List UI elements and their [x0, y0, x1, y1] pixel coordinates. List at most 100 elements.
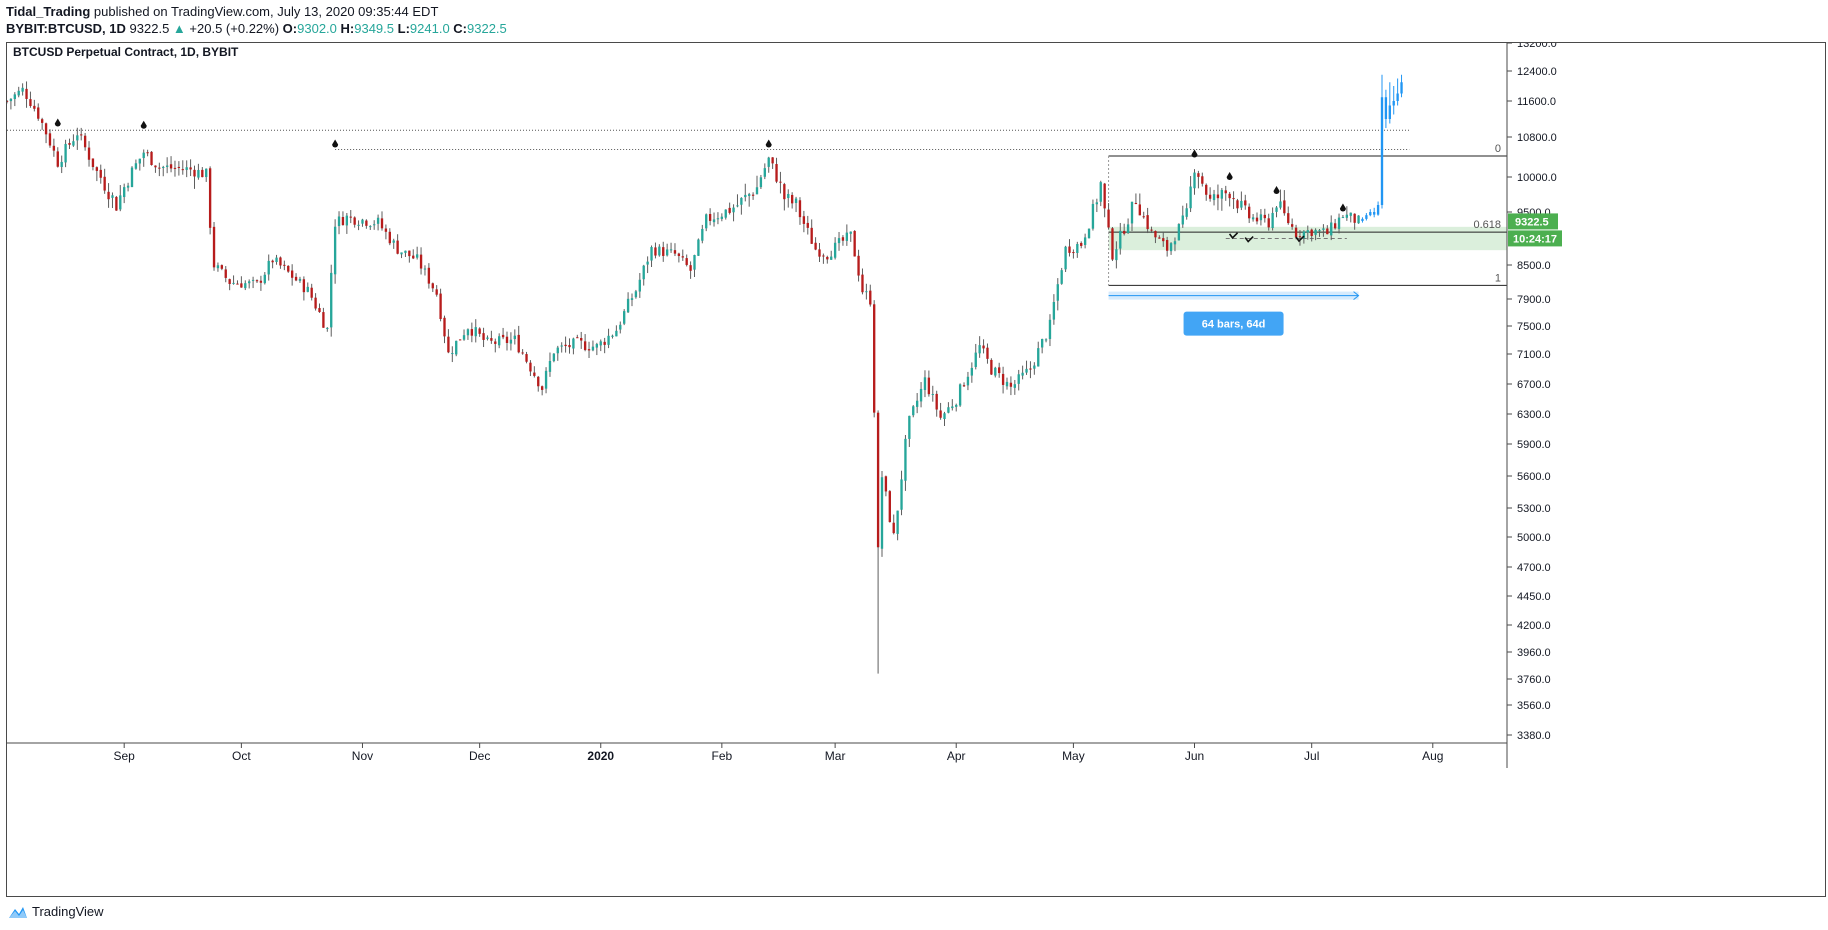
chart-frame[interactable]: 0 0.618 1 64 bars, 64d 13200.0 12400.0 11600.0…	[6, 42, 1826, 897]
candle	[845, 224, 849, 246]
candle-body	[1001, 373, 1005, 385]
price-axis[interactable]: 13200.012400.011600.010800.010000.09500.…	[1507, 43, 1562, 742]
projection-body	[1361, 218, 1364, 222]
close-value: 9322.5	[467, 21, 507, 36]
candle	[271, 259, 274, 269]
candle-body	[630, 298, 634, 300]
candle-body	[9, 98, 13, 102]
candle	[48, 129, 52, 148]
candle	[1345, 206, 1349, 221]
candle	[587, 341, 591, 359]
candle	[1255, 212, 1259, 225]
candle	[349, 210, 352, 224]
candle-body	[826, 256, 829, 260]
candle	[962, 382, 966, 387]
candle	[716, 212, 720, 225]
candle	[896, 510, 899, 541]
candle	[638, 273, 641, 298]
candle-body	[1326, 228, 1329, 235]
candle-body	[220, 265, 224, 269]
candle	[790, 192, 794, 209]
candle	[33, 99, 36, 112]
price-chart[interactable]: 0 0.618 1 64 bars, 64d 13200.0 12400.0 11600.0…	[7, 43, 1825, 896]
candle-body	[326, 327, 329, 329]
candle	[208, 166, 212, 235]
candle-body	[294, 276, 298, 281]
candle-body	[521, 352, 524, 354]
footer: TradingView	[8, 904, 104, 919]
candle	[1130, 201, 1134, 232]
candle-body	[568, 345, 571, 348]
candle-body	[1220, 189, 1224, 199]
candle	[1165, 236, 1169, 257]
candle-body	[884, 476, 888, 492]
candle-body	[193, 169, 196, 177]
candle-body	[455, 340, 458, 355]
x-tick-label: Dec	[469, 749, 490, 763]
candle-body	[748, 194, 751, 196]
candle-body	[369, 226, 372, 228]
candle	[345, 212, 349, 234]
candle	[919, 382, 923, 408]
candle-body	[365, 220, 368, 226]
author-name[interactable]: Tidal_Trading	[6, 4, 91, 19]
candle	[119, 185, 122, 212]
candle	[662, 241, 665, 262]
candle	[998, 362, 1001, 378]
candle-body	[701, 228, 704, 241]
candle-body	[107, 191, 110, 200]
candle	[1267, 213, 1270, 231]
candle-body	[900, 479, 903, 510]
candle-body	[181, 169, 184, 171]
candle	[173, 160, 177, 177]
candle-body	[787, 193, 790, 199]
candle-body	[498, 336, 501, 346]
high-value: 9349.5	[354, 21, 394, 36]
candle-body	[400, 252, 403, 255]
candle-body	[1216, 194, 1220, 199]
candle	[126, 182, 130, 192]
candle-body	[208, 168, 212, 228]
candle	[130, 166, 134, 188]
projection-body	[1369, 212, 1372, 216]
candle	[517, 325, 520, 354]
candle	[853, 230, 856, 257]
candle	[263, 272, 266, 285]
candle-body	[529, 362, 532, 372]
candle	[892, 514, 895, 535]
candle-body	[1111, 228, 1114, 260]
candle	[1029, 361, 1032, 379]
candle-body	[1201, 176, 1204, 184]
candle	[490, 330, 493, 344]
time-axis[interactable]: Sep Oct Nov Dec 2020 Feb Mar Apr May Jun Jul Aug	[114, 743, 1444, 763]
candle	[1287, 206, 1290, 225]
candle-body	[1126, 224, 1130, 233]
candle-body	[943, 413, 946, 419]
candle-body	[896, 510, 899, 534]
candle-body	[740, 197, 743, 205]
candle	[626, 292, 630, 313]
candle-body	[509, 339, 513, 344]
candle	[474, 319, 477, 343]
candle-body	[162, 166, 165, 168]
candle	[103, 168, 106, 194]
candle-body	[134, 163, 138, 169]
candle	[1314, 228, 1317, 241]
candle	[603, 337, 606, 354]
candle-body	[423, 268, 427, 270]
candle	[986, 343, 989, 364]
candle-body	[759, 177, 763, 188]
candle-body	[1318, 230, 1321, 232]
candle	[1126, 218, 1130, 234]
candle-body	[232, 282, 235, 284]
up-arrow-icon: ▲	[172, 21, 186, 36]
candle-body	[318, 308, 321, 313]
candle-body	[1040, 339, 1044, 348]
candle	[654, 242, 657, 259]
candle	[1236, 198, 1239, 214]
candle	[951, 399, 954, 411]
candle	[591, 340, 595, 352]
candle-body	[240, 283, 243, 288]
footer-brand[interactable]: TradingView	[32, 904, 104, 919]
candle	[443, 315, 446, 344]
